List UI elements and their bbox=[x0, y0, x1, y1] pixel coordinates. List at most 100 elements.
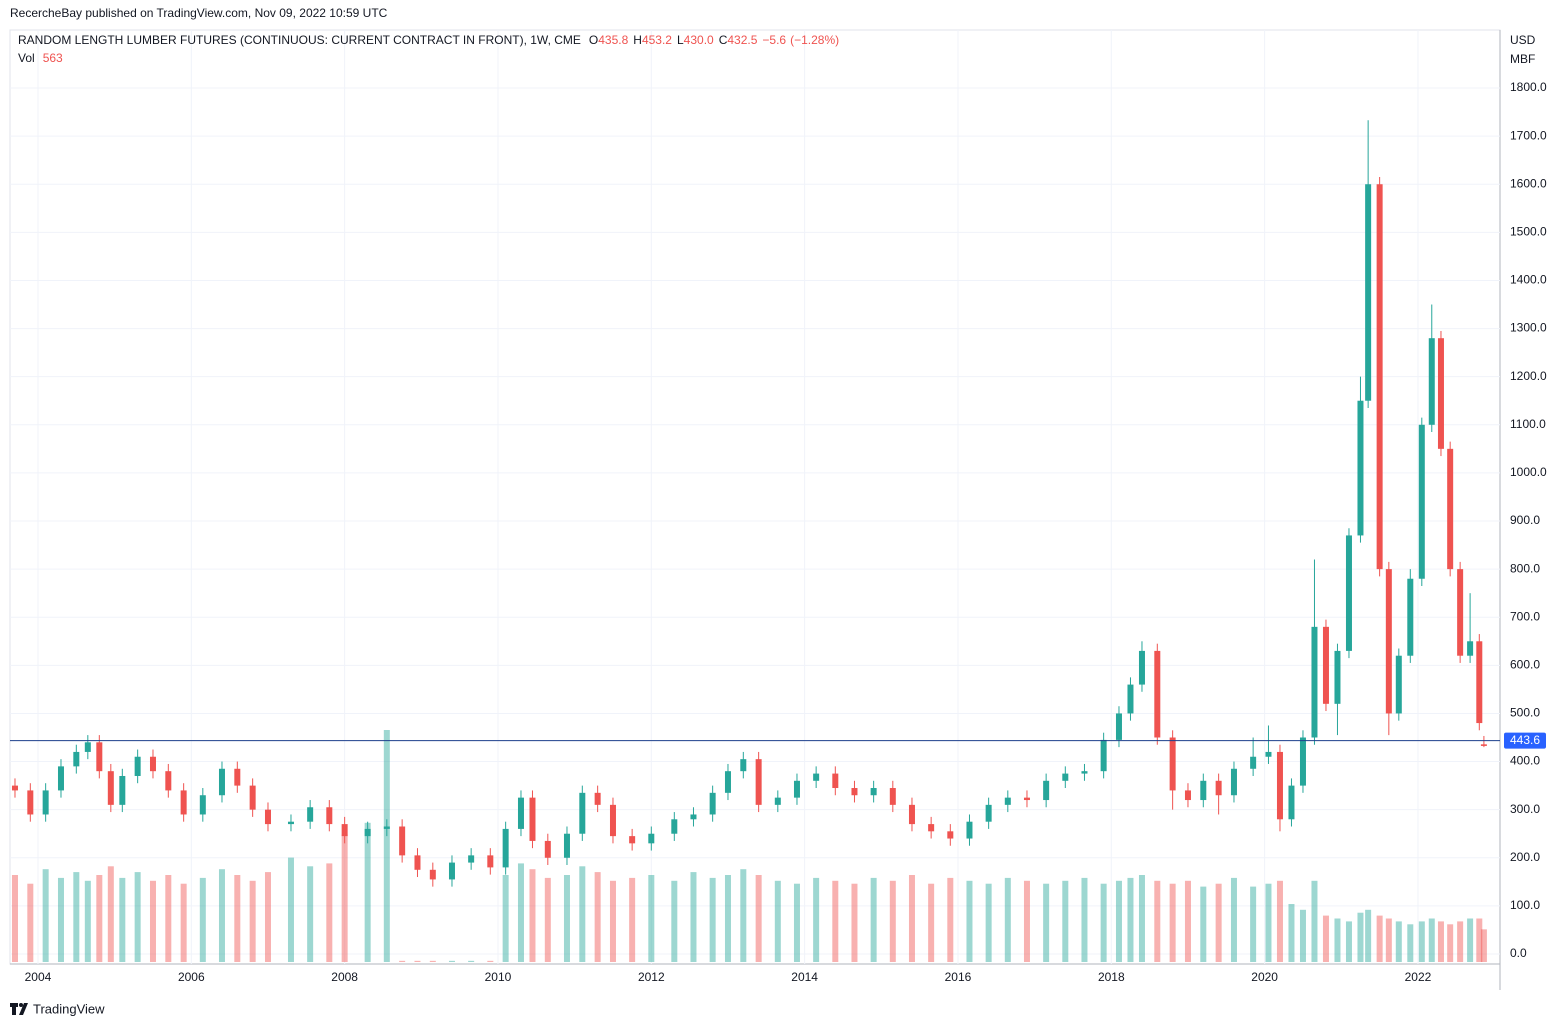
volume-bar bbox=[218, 869, 225, 962]
volume-bar bbox=[96, 875, 103, 962]
published: RecercheBay published on TradingView.com… bbox=[10, 6, 388, 20]
candle-body bbox=[1127, 684, 1134, 714]
volume-bar bbox=[287, 857, 294, 962]
candle-body bbox=[468, 855, 475, 863]
volume-bar bbox=[1322, 915, 1329, 962]
y-tick-label: 1800.0 bbox=[1510, 80, 1547, 94]
candle-body bbox=[870, 788, 877, 796]
x-tick-label: 2016 bbox=[945, 970, 972, 984]
candle-body bbox=[448, 862, 455, 880]
y-tick-label: 1100.0 bbox=[1510, 417, 1546, 431]
legend-value: 435.8 bbox=[598, 33, 628, 47]
brand-logo bbox=[10, 1003, 28, 1015]
x-tick-label: 2012 bbox=[638, 970, 665, 984]
volume-bar bbox=[180, 883, 187, 962]
candle-body bbox=[889, 788, 896, 805]
y-tick-label: 1700.0 bbox=[1510, 128, 1547, 142]
candle-body bbox=[84, 742, 91, 752]
volume-bar bbox=[1480, 929, 1487, 962]
candle-body bbox=[119, 775, 126, 805]
y-tick-label: 1200.0 bbox=[1510, 369, 1547, 383]
volume-bar bbox=[755, 875, 762, 962]
candle-body bbox=[1334, 650, 1341, 704]
volume-bar bbox=[928, 883, 935, 962]
candle-body bbox=[57, 766, 64, 791]
x-tick-label: 2020 bbox=[1251, 970, 1278, 984]
candle-body bbox=[740, 759, 747, 772]
candle-body bbox=[165, 771, 172, 791]
volume-bar bbox=[1376, 915, 1383, 962]
candle-body bbox=[1311, 626, 1318, 738]
volume-bar bbox=[529, 869, 536, 962]
volume-bar bbox=[870, 877, 877, 962]
candle-body bbox=[1428, 338, 1435, 425]
volume-bar bbox=[851, 883, 858, 962]
candle-body bbox=[629, 836, 636, 844]
candle-body bbox=[307, 807, 314, 822]
volume-bar bbox=[1447, 924, 1454, 962]
volume-bar bbox=[908, 875, 915, 962]
volume-bar bbox=[414, 960, 421, 962]
candle-body bbox=[1395, 655, 1402, 714]
y-tick-label: 100.0 bbox=[1510, 898, 1540, 912]
candle-body bbox=[594, 792, 601, 805]
volume-bar bbox=[1299, 909, 1306, 962]
candle-body bbox=[107, 771, 114, 805]
volume-bar bbox=[1385, 918, 1392, 962]
volume-bar bbox=[1200, 886, 1207, 962]
brand: TradingView bbox=[33, 1001, 105, 1016]
candle-body bbox=[851, 788, 858, 796]
volume-bar bbox=[134, 872, 141, 962]
candle-body bbox=[1457, 569, 1464, 656]
candle-body bbox=[1250, 756, 1257, 769]
candle-body bbox=[383, 826, 390, 829]
legend-change: −5.6 bbox=[762, 33, 786, 47]
volume-bar bbox=[1250, 886, 1257, 962]
volume-bar bbox=[629, 877, 636, 962]
legend-line: RANDOM LENGTH LUMBER FUTURES (CONTINUOUS… bbox=[18, 33, 839, 47]
volume-bar bbox=[517, 863, 524, 962]
volume-bar bbox=[1288, 904, 1295, 962]
volume-bar bbox=[1127, 877, 1134, 962]
candle-body bbox=[1043, 780, 1050, 801]
volume-bar bbox=[740, 869, 747, 962]
candle-body bbox=[1376, 184, 1383, 570]
candle-body bbox=[287, 821, 294, 825]
volume-bar bbox=[947, 877, 954, 962]
candle-body bbox=[134, 756, 141, 776]
chart-title: RANDOM LENGTH LUMBER FUTURES (CONTINUOUS… bbox=[18, 33, 581, 47]
candle-body bbox=[341, 824, 348, 837]
y-tick-label: 800.0 bbox=[1510, 561, 1540, 575]
volume-bar bbox=[709, 877, 716, 962]
volume-bar bbox=[648, 875, 655, 962]
volume-bar bbox=[594, 872, 601, 962]
candle-body bbox=[42, 790, 49, 815]
volume-bar bbox=[399, 960, 406, 962]
volume-bar bbox=[1467, 918, 1474, 962]
volume-bar bbox=[1184, 880, 1191, 962]
volume-bar bbox=[793, 883, 800, 962]
candle-body bbox=[832, 773, 839, 789]
candle-body bbox=[1169, 737, 1176, 791]
candle-body bbox=[364, 828, 371, 837]
candle-body bbox=[947, 831, 954, 839]
x-tick-label: 2008 bbox=[331, 970, 358, 984]
last-price-label: 443.6 bbox=[1510, 733, 1540, 747]
volume-bar bbox=[264, 872, 271, 962]
volume-bar bbox=[27, 883, 34, 962]
candle-body bbox=[609, 804, 616, 837]
volume-bar bbox=[1138, 875, 1145, 962]
candle-body bbox=[1138, 650, 1145, 685]
candle-body bbox=[502, 828, 509, 868]
volume-bar bbox=[609, 880, 616, 962]
y-tick-label: 1500.0 bbox=[1510, 225, 1547, 239]
candle-body bbox=[326, 807, 333, 825]
volume-bar bbox=[1100, 883, 1107, 962]
volume-bar bbox=[84, 880, 91, 962]
candle-body bbox=[517, 797, 524, 829]
legend-key: O bbox=[589, 33, 598, 47]
candle-body bbox=[1357, 400, 1364, 536]
candle-body bbox=[1476, 641, 1483, 724]
candle-body bbox=[1154, 650, 1161, 738]
